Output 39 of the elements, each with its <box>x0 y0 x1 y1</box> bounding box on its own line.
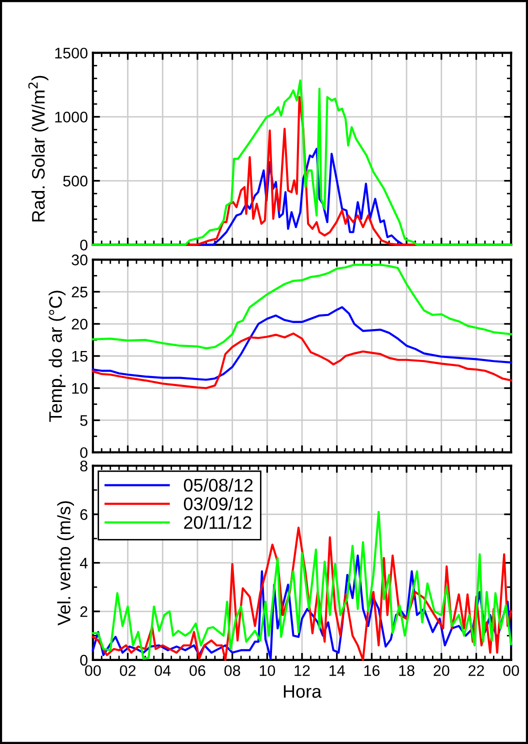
x-tick-label: 12 <box>294 665 310 676</box>
y-tick-label: 0 <box>80 447 88 458</box>
y-tick-label: 15 <box>72 351 88 362</box>
y-tick-label: 4 <box>80 558 88 568</box>
line-series <box>92 306 512 381</box>
line-series <box>92 264 512 350</box>
y-tick-label: 2 <box>80 606 88 617</box>
y-axis-title: Temp. do ar (°C) <box>48 290 66 422</box>
y-tick-label: 20 <box>72 318 88 330</box>
y-tick-label: 10 <box>72 382 88 394</box>
y-axis-title: Rad. Solar (W/m$^{2}$) <box>28 76 48 222</box>
y-tick-label: 1000 <box>55 112 88 122</box>
y-tick-label: 0 <box>80 654 88 666</box>
y-tick-label: 25 <box>72 286 88 298</box>
y-tick-label: 5 <box>80 415 88 426</box>
x-tick-label: 20 <box>434 665 450 676</box>
x-axis-title: Hora <box>284 685 322 698</box>
y-tick-label: 500 <box>63 176 88 186</box>
y-tick-label: 8 <box>80 460 88 472</box>
legend-label: 05/08/12 <box>184 478 253 492</box>
x-tick-label: 08 <box>224 665 240 676</box>
x-tick-label: 00 <box>503 665 520 676</box>
y-axis-title: Vel. vento (m/s) <box>57 501 74 626</box>
x-tick-label: 02 <box>120 665 136 676</box>
x-tick-label: 14 <box>330 665 345 676</box>
x-tick-label: 04 <box>154 665 171 676</box>
legend-label: 03/09/12 <box>184 497 253 510</box>
x-tick-label: 16 <box>364 665 380 676</box>
x-tick-label: 22 <box>468 665 484 676</box>
line-series <box>92 332 512 390</box>
x-tick-label: 00 <box>85 665 101 676</box>
y-tick-label: 30 <box>72 254 88 266</box>
y-tick-label: 1500 <box>55 48 88 59</box>
x-tick-label: 06 <box>190 665 206 676</box>
x-tick-label: 18 <box>399 665 414 676</box>
y-tick-label: 6 <box>80 509 88 520</box>
legend-label: 20/11/12 <box>184 516 252 529</box>
y-tick-label: 0 <box>80 240 88 250</box>
x-tick-label: 10 <box>260 665 276 676</box>
